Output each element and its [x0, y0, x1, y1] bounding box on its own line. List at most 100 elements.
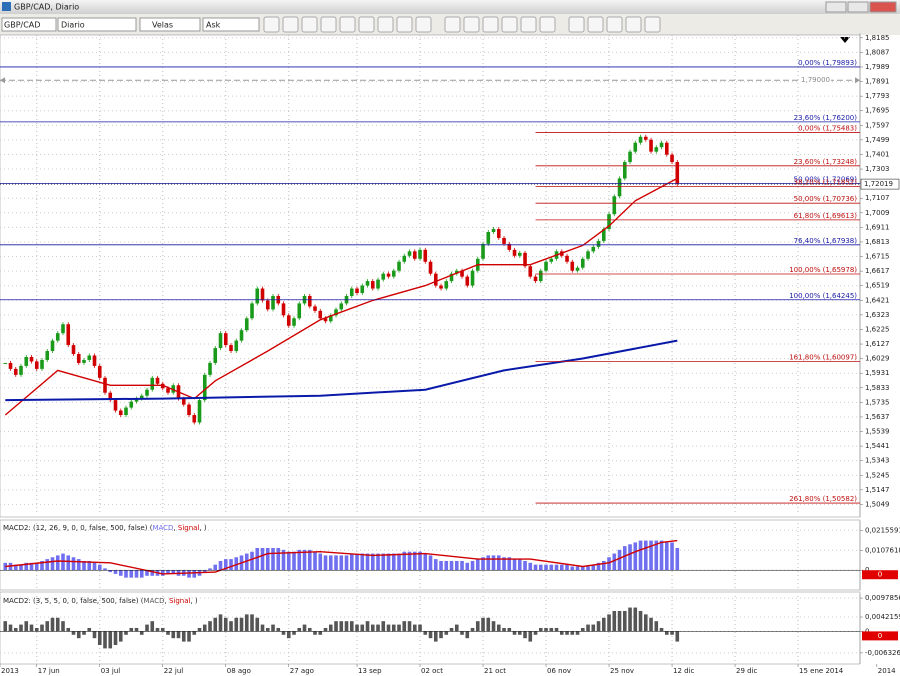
histogram-bar — [502, 627, 506, 632]
candle — [129, 401, 134, 408]
toolbar-icon[interactable] — [568, 16, 585, 33]
toolbar-icon[interactable] — [501, 16, 518, 33]
maximize-button[interactable] — [847, 1, 869, 13]
candle — [622, 162, 627, 179]
histogram-bar — [423, 553, 428, 571]
histogram-bar — [50, 557, 55, 571]
toolbar-icon[interactable] — [377, 16, 394, 33]
y-tick-label: 1,5637 — [865, 413, 890, 421]
candle — [659, 142, 664, 148]
candle — [239, 330, 244, 341]
toolbar-icon[interactable] — [415, 16, 432, 33]
indicator-legend: MACD2: (3, 5, 5, 0, 0, false, 500, false… — [3, 597, 198, 605]
histogram-bar — [449, 627, 454, 632]
histogram-bar — [449, 560, 454, 571]
y-tick-label: 1,6225 — [865, 325, 890, 333]
toolbar-icon[interactable] — [539, 16, 556, 33]
toolbar-icon[interactable] — [282, 16, 299, 33]
candle — [633, 142, 638, 152]
histogram-bar — [145, 624, 149, 632]
toolbar-icon[interactable] — [625, 16, 642, 33]
y-tick-label: 1,7989 — [865, 63, 890, 71]
signal-line — [5, 539, 678, 575]
candle — [166, 388, 170, 393]
toolbar-icon[interactable] — [644, 16, 661, 33]
toolbar-icon[interactable] — [358, 16, 375, 33]
histogram-bar — [659, 627, 664, 632]
histogram-bar — [365, 621, 370, 632]
style-select[interactable] — [139, 17, 201, 32]
period-select[interactable] — [57, 17, 137, 32]
histogram-bar — [281, 631, 286, 635]
candle — [664, 142, 669, 155]
histogram-bar — [139, 570, 144, 578]
histogram-bar — [549, 564, 554, 571]
side-select[interactable] — [202, 17, 260, 32]
candle — [334, 309, 338, 316]
candle — [570, 261, 575, 271]
y-tick-label: 1,6127 — [865, 340, 890, 348]
candle — [638, 136, 643, 143]
candle — [244, 318, 249, 331]
histogram-bar — [423, 631, 428, 635]
histogram-bar — [113, 570, 118, 574]
candle — [444, 281, 449, 289]
toolbar-icon[interactable] — [482, 16, 499, 33]
macd-panel-2 — [0, 591, 861, 665]
candle — [465, 276, 470, 286]
symbol-select[interactable] — [1, 17, 57, 32]
y-tick-label: 1,6421 — [865, 296, 890, 304]
histogram-bar — [402, 621, 407, 632]
y-tick-label: 1,7695 — [865, 107, 890, 115]
toolbar-icon[interactable] — [263, 16, 280, 33]
candle — [586, 251, 590, 259]
histogram-bar — [360, 553, 365, 571]
histogram-bar — [103, 568, 107, 571]
toolbar-icon[interactable] — [444, 16, 461, 33]
toolbar-icon[interactable] — [339, 16, 356, 33]
fib-label: 0,00% (1,79893) — [798, 59, 857, 67]
legend-text: MACD — [144, 597, 165, 605]
candle — [565, 255, 569, 262]
histogram-bar — [381, 553, 386, 571]
toolbar-icon[interactable] — [606, 16, 623, 33]
y-tick-label: 1,7793 — [865, 92, 890, 100]
x-tick-label: 25 nov — [610, 667, 634, 675]
toolbar-icon[interactable] — [320, 16, 337, 33]
minimize-button[interactable] — [825, 1, 847, 13]
histogram-bar — [444, 560, 449, 571]
histogram-bar — [460, 560, 464, 571]
histogram-bar — [559, 564, 564, 571]
candle — [118, 410, 123, 416]
toolbar-icon[interactable] — [463, 16, 480, 33]
histogram-bar — [433, 631, 438, 642]
candle — [649, 139, 653, 152]
y-tick-label: 1,7107 — [865, 194, 890, 202]
y-tick-label: 1,7009 — [865, 209, 890, 217]
histogram-bar — [601, 617, 606, 632]
close-button[interactable] — [869, 1, 897, 13]
histogram-bar — [118, 570, 123, 576]
candle — [108, 392, 113, 401]
histogram-bar — [586, 566, 590, 571]
histogram-bar — [433, 559, 438, 571]
toolbar-icon[interactable] — [520, 16, 537, 33]
histogram-bar — [71, 557, 76, 571]
histogram-bar — [670, 542, 674, 571]
candle — [496, 229, 501, 238]
y-tick-label: 1,7499 — [865, 136, 890, 144]
histogram-bar — [45, 559, 50, 571]
histogram-bar — [355, 553, 359, 571]
histogram-bar — [528, 562, 533, 571]
y-tick-label: 1,5245 — [865, 471, 890, 479]
histogram-bar — [386, 553, 391, 571]
histogram-bar — [229, 559, 233, 571]
histogram-bar — [260, 624, 265, 632]
candle — [433, 273, 438, 286]
legend-text: MACD — [152, 524, 173, 532]
toolbar-icon[interactable] — [396, 16, 413, 33]
toolbar-icon[interactable] — [587, 16, 604, 33]
candle — [376, 279, 380, 289]
toolbar-icon[interactable] — [301, 16, 318, 33]
x-tick-label: 29 dic — [736, 667, 758, 675]
